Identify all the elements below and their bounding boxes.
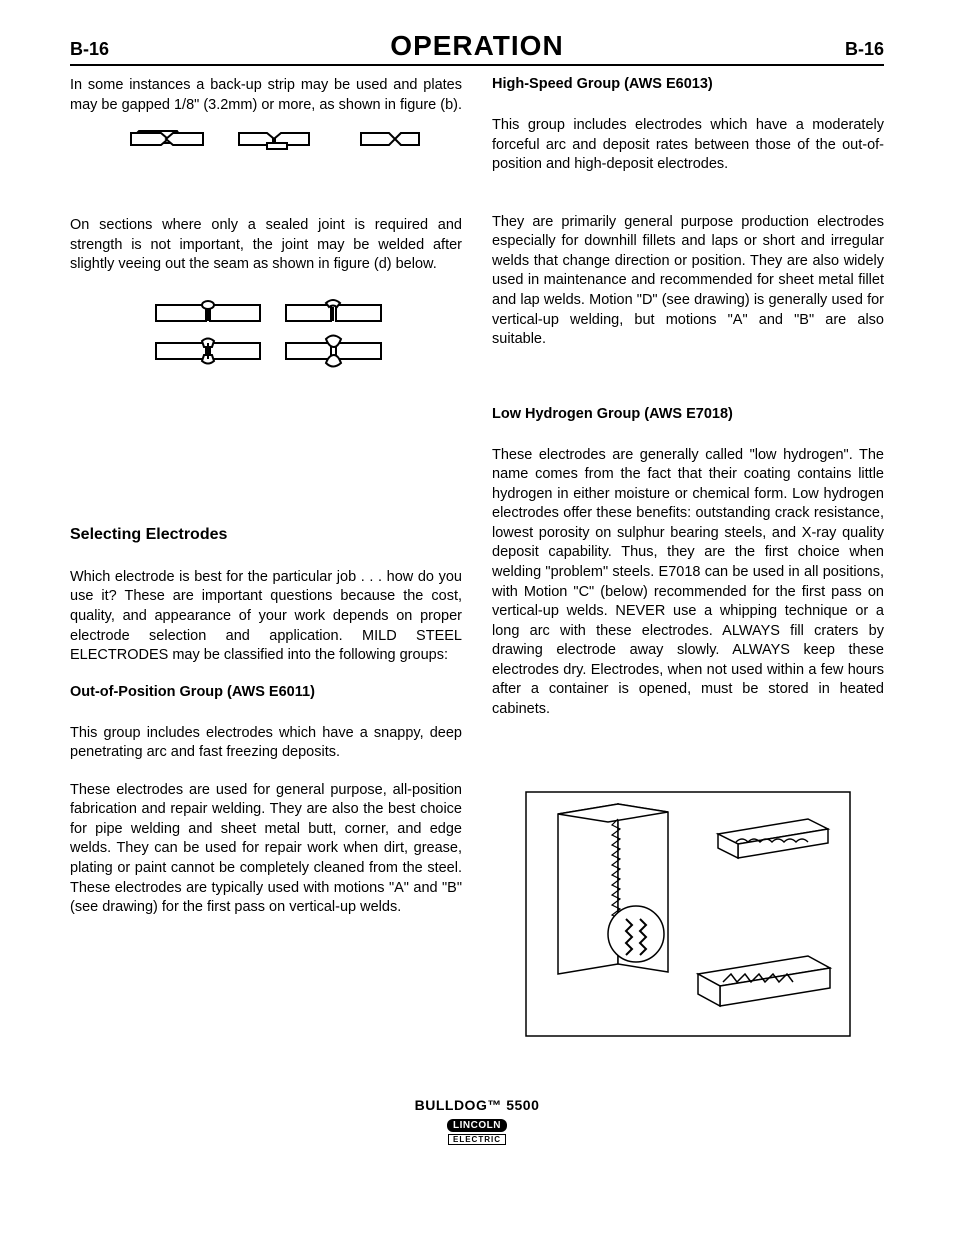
page-number-left: B-16	[70, 39, 109, 60]
selecting-electrodes-heading: Selecting Electrodes	[70, 526, 462, 544]
low-hydrogen-p1: These electrodes are generally called "l…	[492, 446, 884, 720]
high-speed-p2: They are primarily general purpose produ…	[492, 213, 884, 350]
out-of-position-p2: These electrodes are used for general pu…	[70, 781, 462, 918]
brand-bottom: ELECTRIC	[448, 1134, 506, 1145]
out-of-position-heading: Out-of-Position Group (AWS E6011)	[70, 684, 462, 700]
figure-weld-isometric	[492, 784, 884, 1049]
figure-b	[70, 123, 462, 158]
right-column: High-Speed Group (AWS E6013) This group …	[492, 76, 884, 1067]
low-hydrogen-heading: Low Hydrogen Group (AWS E7018)	[492, 406, 884, 422]
sealed-joint-text: On sections where only a sealed joint is…	[70, 216, 462, 275]
page-header: B-16 OPERATION B-16	[70, 30, 884, 66]
brand-logo: LINCOLN ELECTRIC	[447, 1115, 507, 1145]
selecting-electrodes-intro: Which electrode is best for the particul…	[70, 568, 462, 666]
high-speed-heading: High-Speed Group (AWS E6013)	[492, 76, 884, 92]
intro-backup-strip: In some instances a back-up strip may be…	[70, 76, 462, 115]
out-of-position-p1: This group includes electrodes which hav…	[70, 724, 462, 763]
left-column: In some instances a back-up strip may be…	[70, 76, 462, 1067]
content-columns: In some instances a back-up strip may be…	[70, 76, 884, 1067]
page-footer: BULLDOG™ 5500 LINCOLN ELECTRIC	[70, 1097, 884, 1147]
page-title: OPERATION	[390, 30, 563, 62]
product-name: BULLDOG™ 5500	[70, 1097, 884, 1113]
high-speed-p1: This group includes electrodes which hav…	[492, 116, 884, 175]
page-number-right: B-16	[845, 39, 884, 60]
brand-top: LINCOLN	[447, 1119, 507, 1132]
figure-d	[70, 293, 462, 388]
